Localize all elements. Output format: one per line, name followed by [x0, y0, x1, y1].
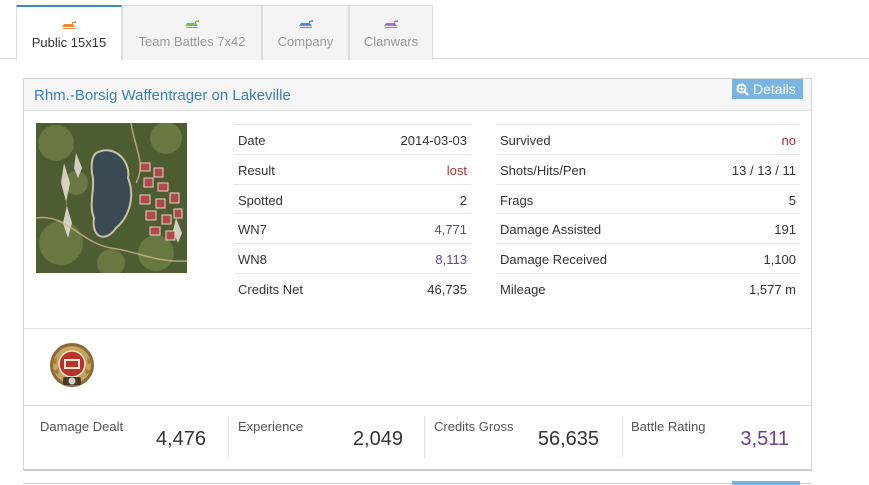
stat-row-damage-received: Damage Received 1,100	[496, 244, 800, 274]
stat-value: 8,113	[435, 252, 467, 268]
summary-credits-gross: Credits Gross 56,635	[418, 406, 621, 468]
stat-label: Frags	[500, 192, 534, 208]
stat-label: Damage Received	[500, 252, 607, 268]
divider	[228, 416, 229, 458]
stat-row-damage-assisted: Damage Assisted 191	[496, 214, 800, 245]
stat-value: 5	[788, 192, 796, 208]
stat-label: WN8	[238, 252, 267, 268]
tank-icon	[185, 20, 199, 28]
stat-row-wn7: WN7 4,771	[234, 214, 471, 245]
summary-label: Battle Rating	[631, 419, 706, 434]
stat-value: no	[781, 133, 796, 148]
stat-label: Result	[238, 162, 275, 178]
summary-battle-rating: Battle Rating 3,511	[615, 406, 811, 468]
stat-value: 46,735	[427, 281, 467, 297]
stat-label: Credits Net	[238, 281, 304, 297]
details-button[interactable]: Details	[732, 79, 803, 99]
tank-icon	[298, 20, 313, 28]
summary-value: 56,635	[537, 428, 599, 450]
stat-label: WN7	[238, 222, 267, 238]
next-panel-edge	[23, 483, 812, 484]
stat-label: Mileage	[500, 281, 546, 297]
stat-value: lost	[446, 162, 467, 178]
stat-row-mileage: Mileage 1,577 m	[496, 274, 800, 304]
stat-row-spotted: Spotted 2	[234, 185, 471, 215]
divider	[24, 405, 811, 406]
battle-summary: Damage Dealt 4,476 Experience 2,049 Cred…	[24, 406, 811, 468]
tank-icon	[62, 21, 76, 29]
tank-icon	[384, 20, 398, 28]
summary-damage-dealt: Damage Dealt 4,476	[24, 406, 228, 468]
stat-value: 2	[459, 192, 467, 208]
summary-label: Experience	[238, 419, 304, 434]
summary-value: 3,511	[740, 428, 789, 450]
stat-label: Damage Assisted	[500, 222, 602, 238]
stat-row-frags: Frags 5	[496, 185, 800, 215]
stat-row-result: Result lost	[234, 155, 471, 185]
tab-label: Clanwars	[363, 34, 419, 49]
stat-label: Survived	[500, 133, 551, 148]
divider	[622, 416, 623, 458]
stat-value: 2014-03-03	[400, 133, 468, 148]
tab-label: Public 15x15	[31, 35, 107, 50]
tab-company[interactable]: Company	[262, 5, 349, 60]
summary-experience: Experience 2,049	[222, 406, 425, 468]
stats-table-left: Date 2014-03-03 Result lost Spotted 2 WN7 4,…	[234, 124, 471, 304]
panel-header: Rhm.-Borsig Waffentrager on Lakeville De…	[24, 79, 811, 111]
stat-row-date: Date 2014-03-03	[234, 125, 471, 155]
stat-label: Shots/Hits/Pen	[500, 162, 586, 178]
summary-value: 2,049	[352, 428, 403, 450]
stat-value: 1,577 m	[749, 281, 796, 297]
tab-public-15x15[interactable]: Public 15x15	[16, 5, 122, 61]
divider	[24, 328, 811, 329]
stat-row-credits-net: Credits Net 46,735	[234, 274, 471, 304]
summary-label: Credits Gross	[434, 419, 514, 434]
battle-panel: Rhm.-Borsig Waffentrager on Lakeville De…	[23, 78, 812, 471]
stat-value: 13 / 13 / 11	[731, 162, 796, 178]
mode-tabs: Public 15x15 Team Battles 7x42 Company C…	[0, 0, 869, 61]
stat-row-survived: Survived no	[496, 125, 800, 155]
map-thumbnail	[36, 123, 187, 273]
stat-value: 1,100	[763, 252, 796, 268]
medal-badge-icon[interactable]	[48, 341, 96, 389]
stat-value: 191	[774, 222, 796, 238]
tab-label: Team Battles 7x42	[138, 34, 246, 49]
stat-label: Date	[238, 133, 266, 148]
stat-row-shots: Shots/Hits/Pen 13 / 13 / 11	[496, 155, 800, 185]
battle-title-link[interactable]: Rhm.-Borsig Waffentrager on Lakeville	[34, 87, 291, 104]
tab-clanwars[interactable]: Clanwars	[349, 5, 433, 60]
summary-label: Damage Dealt	[40, 419, 124, 434]
divider	[424, 416, 425, 458]
search-icon	[736, 83, 749, 96]
summary-value: 4,476	[155, 428, 206, 450]
stat-label: Spotted	[238, 192, 283, 208]
tab-team-battles[interactable]: Team Battles 7x42	[122, 5, 262, 60]
stats-table-right: Survived no Shots/Hits/Pen 13 / 13 / 11 Fr…	[496, 124, 800, 304]
next-details-button-edge[interactable]	[732, 481, 800, 485]
stat-value: 4,771	[434, 222, 467, 238]
details-label: Details	[753, 81, 796, 97]
tab-label: Company	[277, 34, 334, 49]
stat-row-wn8: WN8 8,113	[234, 244, 471, 274]
